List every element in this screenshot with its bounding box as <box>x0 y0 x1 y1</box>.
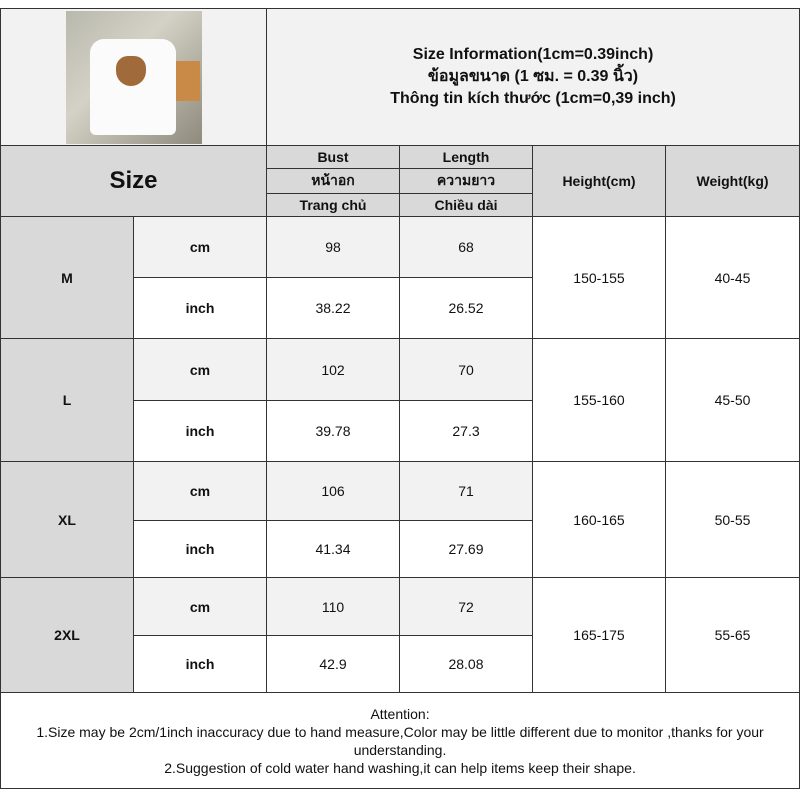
bust-value: 102 <box>266 338 400 401</box>
title-vietnamese: Thông tin kích thước (1cm=0,39 inch) <box>390 90 676 107</box>
height-value: 160-165 <box>532 461 666 578</box>
table-row: 2XL cm 110 72 165-175 55-65 <box>0 577 800 693</box>
unit-label: cm <box>133 461 267 521</box>
table-row: inch 39.78 27.3 <box>1 400 800 462</box>
unit-label: inch <box>133 277 267 339</box>
bust-value: 39.78 <box>266 400 400 462</box>
bust-value: 41.34 <box>266 520 400 578</box>
table-row: XL cm 106 71 160-165 50-55 <box>0 461 800 578</box>
table-row: M cm 98 68 150-155 40-45 <box>0 216 800 339</box>
bust-value: 42.9 <box>266 635 400 693</box>
bust-value: 106 <box>266 461 400 521</box>
size-label: L <box>0 338 134 462</box>
height-value: 150-155 <box>532 216 666 339</box>
bust-header-thai: หน้าอก <box>266 168 400 194</box>
attention-title: Attention: <box>370 705 430 722</box>
length-header-thai: ความยาว <box>399 168 533 194</box>
title-thai: ข้อมูลขนาด (1 ซม. = 0.39 นิ้ว) <box>427 68 639 85</box>
weight-value: 55-65 <box>664 577 800 693</box>
weight-value: 50-55 <box>664 461 800 578</box>
product-photo-cell <box>0 8 267 146</box>
attention-note-2: 2.Suggestion of cold water hand washing,… <box>164 759 636 776</box>
size-label: M <box>0 216 134 339</box>
size-header: Size <box>0 145 267 217</box>
table-row: L cm 102 70 155-160 45-50 <box>0 338 800 462</box>
length-header: Length <box>399 145 533 169</box>
size-label: 2XL <box>0 577 134 693</box>
unit-label: cm <box>133 338 267 401</box>
bust-header: Bust <box>266 145 400 169</box>
attention-notes: Attention: 1.Size may be 2cm/1inch inacc… <box>0 692 800 789</box>
unit-label: inch <box>133 635 267 693</box>
bust-value: 98 <box>266 216 400 278</box>
weight-value: 45-50 <box>664 338 800 462</box>
bust-header-vietnamese: Trang chủ <box>266 193 400 217</box>
table-row: inch 42.9 28.08 <box>1 635 800 693</box>
size-chart: Size Information(1cm=0.39inch) ข้อมูลขนา… <box>0 8 800 789</box>
bust-value: 38.22 <box>266 277 400 339</box>
table-row: inch 38.22 26.52 <box>1 277 800 339</box>
title-english: Size Information(1cm=0.39inch) <box>412 46 654 63</box>
unit-label: cm <box>133 577 267 636</box>
unit-label: inch <box>133 520 267 578</box>
length-value: 28.08 <box>399 635 533 693</box>
length-value: 27.3 <box>399 400 533 462</box>
length-header-vietnamese: Chiều dài <box>399 193 533 217</box>
weight-header: Weight(kg) <box>664 145 800 217</box>
length-value: 68 <box>399 216 533 278</box>
length-value: 70 <box>399 338 533 401</box>
attention-note-1: 1.Size may be 2cm/1inch inaccuracy due t… <box>36 723 764 758</box>
size-information-title: Size Information(1cm=0.39inch) ข้อมูลขนา… <box>265 8 800 146</box>
height-header: Height(cm) <box>532 145 666 217</box>
weight-value: 40-45 <box>664 216 800 339</box>
length-value: 27.69 <box>399 520 533 578</box>
length-value: 26.52 <box>399 277 533 339</box>
table-row: inch 41.34 27.69 <box>1 520 800 578</box>
unit-label: inch <box>133 400 267 462</box>
height-value: 165-175 <box>532 577 666 693</box>
bust-value: 110 <box>266 577 400 636</box>
product-photo <box>65 10 202 144</box>
length-value: 71 <box>399 461 533 521</box>
unit-label: cm <box>133 216 267 278</box>
height-value: 155-160 <box>532 338 666 462</box>
length-value: 72 <box>399 577 533 636</box>
size-label: XL <box>0 461 134 578</box>
